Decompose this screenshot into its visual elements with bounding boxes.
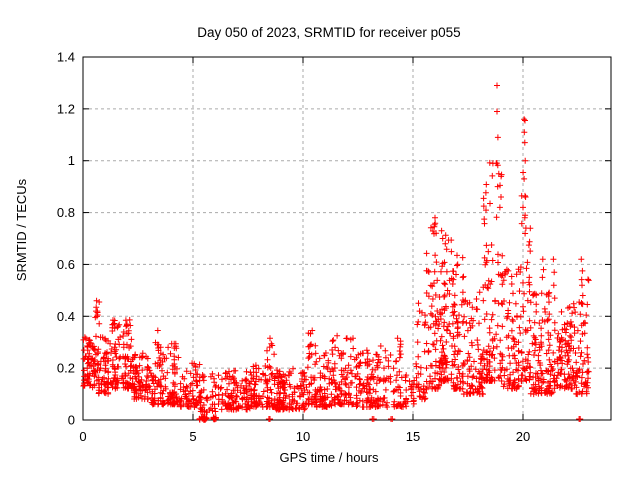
y-tick-label: 0 bbox=[68, 413, 75, 428]
tick-labels: 0 5 10 15 20 0 0.2 0.4 0.6 0.8 1 1.2 1.4 bbox=[57, 50, 530, 445]
x-tick-label: 0 bbox=[79, 429, 86, 444]
y-tick-label: 0.2 bbox=[57, 361, 75, 376]
y-tick-label: 0.8 bbox=[57, 205, 75, 220]
y-tick-label: 1.4 bbox=[57, 50, 75, 65]
chart-title: Day 050 of 2023, SRMTID for receiver p05… bbox=[197, 25, 460, 40]
x-tick-label: 5 bbox=[189, 429, 196, 444]
y-tick-label: 1.2 bbox=[57, 101, 75, 116]
y-tick-label: 0.6 bbox=[57, 257, 75, 272]
plot-border bbox=[82, 56, 612, 421]
x-axis-label: GPS time / hours bbox=[280, 450, 379, 465]
x-tick-label: 20 bbox=[516, 429, 530, 444]
scatter-points bbox=[80, 82, 592, 423]
y-tick-label: 1 bbox=[68, 153, 75, 168]
data-points bbox=[80, 82, 592, 423]
x-tick-label: 15 bbox=[406, 429, 420, 444]
plot-frame bbox=[82, 56, 612, 421]
x-tick-label: 10 bbox=[296, 429, 310, 444]
y-tick-label: 0.4 bbox=[57, 309, 75, 324]
y-axis-label: SRMTID / TECUs bbox=[14, 178, 29, 281]
